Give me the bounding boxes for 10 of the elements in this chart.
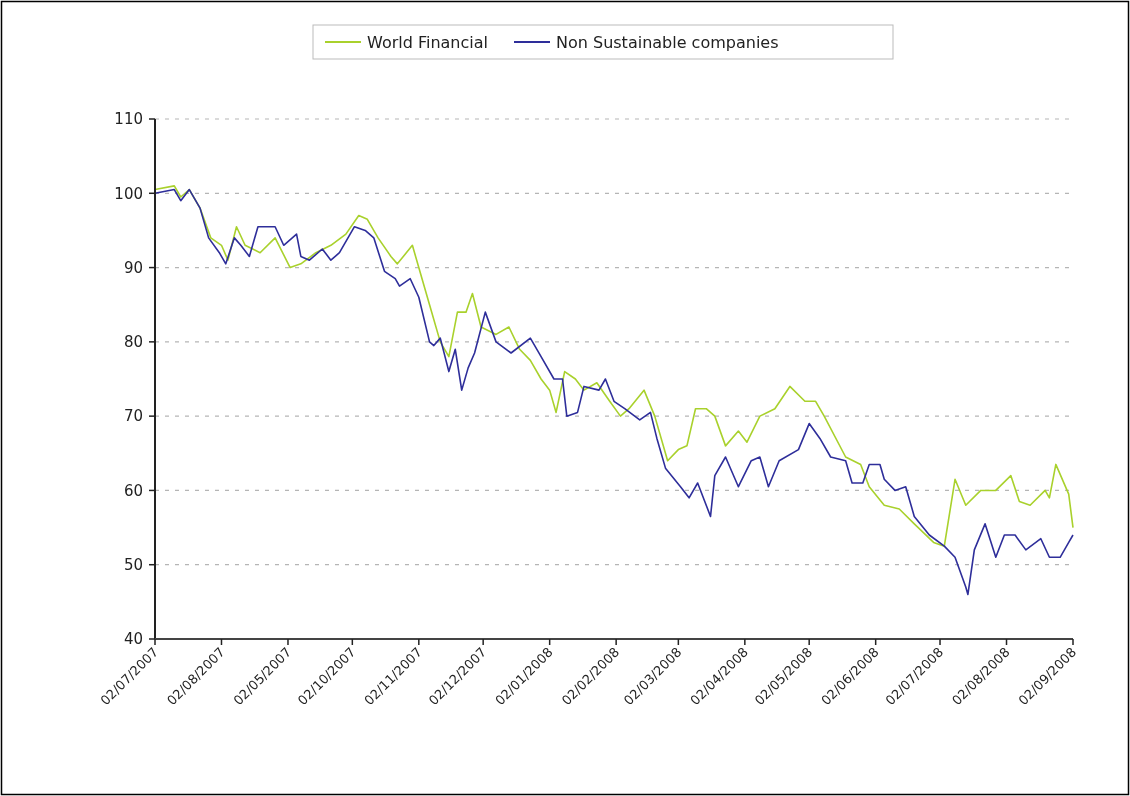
y-tick-label: 50 [123,555,143,574]
y-tick-label: 100 [114,184,143,203]
y-tick-label: 60 [123,481,143,500]
y-tick-label: 70 [123,407,143,426]
y-tick-label: 110 [114,110,143,129]
y-tick-label: 80 [123,333,143,352]
y-tick-label: 40 [123,630,143,649]
y-tick-label: 90 [123,258,143,277]
legend-label: World Financial [367,32,488,52]
legend-label: Non Sustainable companies [556,32,779,52]
